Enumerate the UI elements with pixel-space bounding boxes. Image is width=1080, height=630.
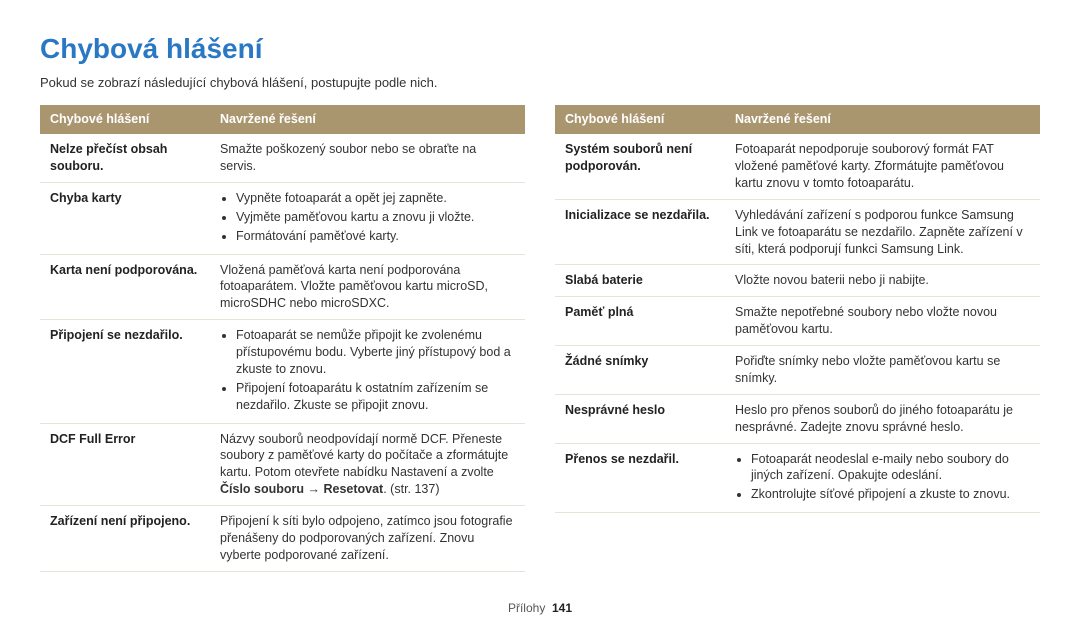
left-column: Chybové hlášení Navržené řešení Nelze př… <box>40 105 525 571</box>
bullet-item: Zkontrolujte síťové připojení a zkuste t… <box>751 486 1030 503</box>
table-cell-solution: Fotoaparát nepodporuje souborový formát … <box>725 134 1040 199</box>
table-cell-solution: Připojení k síti bylo odpojeno, zatímco … <box>210 506 525 572</box>
bullet-item: Formátování paměťové karty. <box>236 228 515 245</box>
table-cell-error: Karta není podporována. <box>40 254 210 320</box>
right-column: Chybové hlášení Navržené řešení Systém s… <box>555 105 1040 571</box>
table-cell-error: Slabá baterie <box>555 265 725 297</box>
table-cell-solution: Vypněte fotoaparát a opět jej zapněte. Vy… <box>210 182 525 254</box>
table-cell-solution: Smažte nepotřebné soubory nebo vložte no… <box>725 297 1040 346</box>
table-cell-solution: Vyhledávání zařízení s podporou funkce S… <box>725 199 1040 265</box>
table-cell-solution: Vložená paměťová karta není podporována … <box>210 254 525 320</box>
table-cell-solution: Názvy souborů neodpovídají normě DCF. Př… <box>210 423 525 506</box>
table-cell-error: Nesprávné heslo <box>555 394 725 443</box>
table-cell-error: DCF Full Error <box>40 423 210 506</box>
table-cell-solution: Pořiďte snímky nebo vložte paměťovou kar… <box>725 346 1040 395</box>
footer-section: Přílohy <box>508 601 545 615</box>
table-header-solution: Navržené řešení <box>210 105 525 134</box>
table-cell-error: Inicializace se nezdařila. <box>555 199 725 265</box>
table-cell-error: Přenos se nezdařil. <box>555 443 725 513</box>
table-row: Paměť plnáSmažte nepotřebné soubory nebo… <box>555 297 1040 346</box>
bullet-list: Fotoaparát se nemůže připojit ke zvolené… <box>220 327 515 413</box>
table-cell-error: Systém souborů není podporován. <box>555 134 725 199</box>
table-cell-error: Zařízení není připojeno. <box>40 506 210 572</box>
bullet-list: Fotoaparát neodeslal e-maily nebo soubor… <box>735 451 1030 504</box>
table-cell-error: Nelze přečíst obsah souboru. <box>40 134 210 182</box>
table-row: Nesprávné hesloHeslo pro přenos souborů … <box>555 394 1040 443</box>
table-cell-solution: Fotoaparát neodeslal e-maily nebo soubor… <box>725 443 1040 513</box>
error-table-right: Chybové hlášení Navržené řešení Systém s… <box>555 105 1040 513</box>
bullet-item: Vyjměte paměťovou kartu a znovu ji vložt… <box>236 209 515 226</box>
table-row: Žádné snímkyPořiďte snímky nebo vložte p… <box>555 346 1040 395</box>
footer-page-number: 141 <box>552 601 572 615</box>
bullet-item: Fotoaparát neodeslal e-maily nebo soubor… <box>751 451 1030 485</box>
table-row: Zařízení není připojeno.Připojení k síti… <box>40 506 525 572</box>
page-footer: Přílohy 141 <box>0 600 1080 616</box>
table-header-error: Chybové hlášení <box>555 105 725 134</box>
table-header-solution: Navržené řešení <box>725 105 1040 134</box>
table-header-error: Chybové hlášení <box>40 105 210 134</box>
page-title: Chybová hlášení <box>40 30 1040 68</box>
bullet-item: Vypněte fotoaparát a opět jej zapněte. <box>236 190 515 207</box>
bold-text: Číslo souboru → Resetovat <box>220 482 383 496</box>
intro-text: Pokud se zobrazí následující chybová hlá… <box>40 74 1040 92</box>
bullet-item: Fotoaparát se nemůže připojit ke zvolené… <box>236 327 515 378</box>
table-cell-error: Chyba karty <box>40 182 210 254</box>
document-page: Chybová hlášení Pokud se zobrazí následu… <box>0 0 1080 630</box>
table-cell-error: Připojení se nezdařilo. <box>40 320 210 423</box>
bullet-item: Připojení fotoaparátu k ostatním zařízen… <box>236 380 515 414</box>
table-row: Systém souborů není podporován.Fotoapará… <box>555 134 1040 199</box>
table-row: Chyba kartyVypněte fotoaparát a opět jej… <box>40 182 525 254</box>
bullet-list: Vypněte fotoaparát a opět jej zapněte. Vy… <box>220 190 515 245</box>
table-cell-solution: Smažte poškozený soubor nebo se obraťte … <box>210 134 525 182</box>
table-row: Přenos se nezdařil. Fotoaparát neodeslal … <box>555 443 1040 513</box>
table-row: Slabá baterieVložte novou baterii nebo j… <box>555 265 1040 297</box>
table-cell-solution: Fotoaparát se nemůže připojit ke zvolené… <box>210 320 525 423</box>
columns-wrapper: Chybové hlášení Navržené řešení Nelze př… <box>40 105 1040 571</box>
table-row: DCF Full ErrorNázvy souborů neodpovídají… <box>40 423 525 506</box>
table-cell-error: Žádné snímky <box>555 346 725 395</box>
error-table-left: Chybové hlášení Navržené řešení Nelze př… <box>40 105 525 571</box>
table-cell-error: Paměť plná <box>555 297 725 346</box>
table-cell-solution: Heslo pro přenos souborů do jiného fotoa… <box>725 394 1040 443</box>
table-row: Připojení se nezdařilo. Fotoaparát se nem… <box>40 320 525 423</box>
table-cell-solution: Vložte novou baterii nebo ji nabijte. <box>725 265 1040 297</box>
table-row: Nelze přečíst obsah souboru.Smažte poško… <box>40 134 525 182</box>
table-row: Karta není podporována.Vložená paměťová … <box>40 254 525 320</box>
table-row: Inicializace se nezdařila.Vyhledávání za… <box>555 199 1040 265</box>
